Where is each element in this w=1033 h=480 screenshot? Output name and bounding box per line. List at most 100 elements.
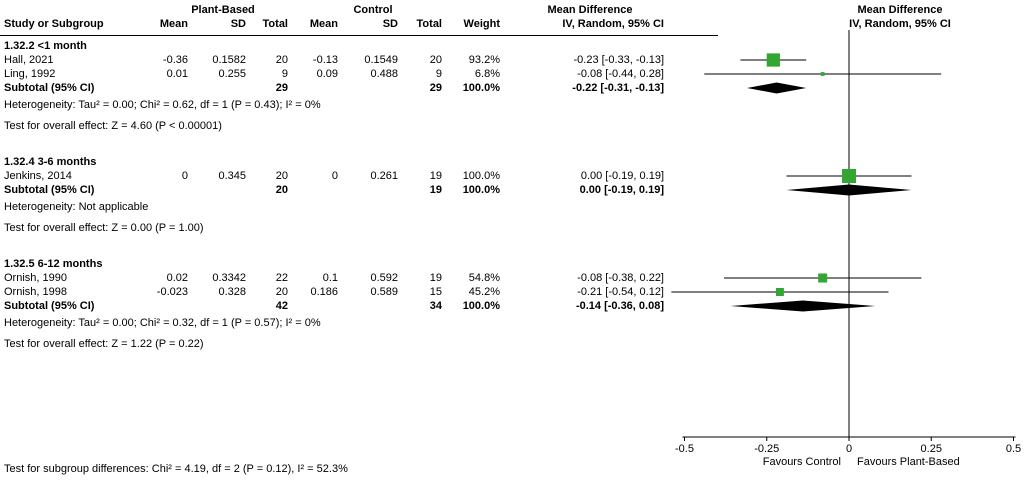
subgroup-title: 1.32.2 <1 month: [4, 40, 87, 52]
sd-control: 0.261: [370, 170, 398, 182]
study-name: Ornish, 1990: [4, 272, 67, 284]
ci-text: -0.21 [-0.54, 0.12]: [577, 286, 664, 298]
weight-value: 45.2%: [468, 286, 500, 298]
group-header-plant-based: Plant-Based: [191, 4, 255, 16]
subgroup-section: 1.32.2 <1 month Hall, 2021 -0.36 0.1582 …: [0, 39, 1033, 137]
svg-text:-0.5: -0.5: [675, 443, 694, 455]
subgroup-differences-note: Test for subgroup differences: Chi² = 4.…: [4, 463, 348, 475]
subtotal-total-control: 34: [429, 300, 442, 312]
total-plant: 20: [275, 170, 288, 182]
study-column-header: Study or Subgroup: [4, 18, 104, 30]
plot-subtitle: IV, Random, 95% CI: [849, 18, 951, 30]
mean-control: 0: [331, 170, 338, 182]
mean-plant: -0.36: [162, 54, 188, 66]
study-row: Jenkins, 2014 0 0.345 20 0 0.261 19 100.…: [0, 169, 1033, 183]
study-row: Ornish, 1990 0.02 0.3342 22 0.1 0.592 19…: [0, 271, 1033, 285]
subgroup-section: 1.32.5 6-12 months Ornish, 1990 0.02 0.3…: [0, 257, 1033, 355]
svg-text:-0.25: -0.25: [754, 443, 779, 455]
svg-text:0.25: 0.25: [921, 443, 942, 455]
study-row: Ling, 1992 0.01 0.255 9 0.09 0.488 9 6.8…: [0, 67, 1033, 81]
weight-column-header: Weight: [463, 18, 500, 30]
ci-text: -0.23 [-0.33, -0.13]: [573, 54, 665, 66]
total-plant: 9: [281, 68, 288, 80]
subtotal-weight: 100.0%: [462, 184, 500, 196]
mean-plant: 0.01: [166, 68, 188, 80]
overall-effect-note: Test for overall effect: Z = 0.00 (P = 1…: [4, 222, 204, 234]
mean-plant: 0.02: [166, 272, 188, 284]
overall-effect-note: Test for overall effect: Z = 4.60 (P < 0…: [4, 120, 222, 132]
weight-value: 6.8%: [474, 68, 500, 80]
subgroup-section: 1.32.4 3-6 months Jenkins, 2014 0 0.345 …: [0, 155, 1033, 239]
subtotal-weight: 100.0%: [462, 300, 500, 312]
subgroup-title: 1.32.4 3-6 months: [4, 156, 97, 168]
sd-plant: 0.328: [218, 286, 246, 298]
group-header-row: Plant-Based Control Mean Difference: [0, 3, 718, 17]
column-header-row: Study or Subgroup Mean SD Total Mean SD …: [0, 17, 718, 31]
mean-plant-header: Mean: [159, 18, 188, 30]
mean-plant: 0: [181, 170, 188, 182]
plot-header: Mean Difference IV, Random, 95% CI: [745, 3, 1033, 31]
subtotal-ci-text: 0.00 [-0.19, 0.19]: [579, 184, 664, 196]
subtotal-total-plant: 29: [275, 82, 288, 94]
md-column-title: Mean Difference: [547, 4, 633, 16]
subtotal-total-control: 29: [429, 82, 442, 94]
study-name: Ling, 1992: [4, 68, 56, 80]
subtotal-total-plant: 42: [275, 300, 288, 312]
sd-plant: 0.3342: [212, 272, 246, 284]
plot-title: Mean Difference: [857, 4, 943, 16]
weight-value: 100.0%: [462, 170, 500, 182]
subtotal-row: Subtotal (95% CI) 42 34 100.0% -0.14 [-0…: [0, 299, 1033, 313]
sd-control: 0.589: [370, 286, 398, 298]
weight-value: 54.8%: [468, 272, 500, 284]
sd-control: 0.1549: [364, 54, 398, 66]
heterogeneity-note: Heterogeneity: Tau² = 0.00; Chi² = 0.62,…: [4, 99, 321, 111]
mean-control: 0.186: [310, 286, 338, 298]
subtotal-ci-text: -0.14 [-0.36, 0.08]: [575, 300, 664, 312]
sd-control: 0.488: [370, 68, 398, 80]
total-plant: 22: [275, 272, 288, 284]
subtotal-label: Subtotal (95% CI): [4, 82, 95, 94]
sd-plant: 0.255: [218, 68, 246, 80]
subtotal-row: Subtotal (95% CI) 20 19 100.0% 0.00 [-0.…: [0, 183, 1033, 197]
study-row: Hall, 2021 -0.36 0.1582 20 -0.13 0.1549 …: [0, 53, 1033, 67]
sd-plant-header: SD: [230, 18, 246, 30]
svg-text:Favours Plant-Based: Favours Plant-Based: [857, 456, 960, 468]
total-plant: 20: [275, 286, 288, 298]
sd-control-header: SD: [382, 18, 398, 30]
md-method-header: IV, Random, 95% CI: [562, 18, 664, 30]
sd-plant: 0.345: [218, 170, 246, 182]
sd-plant: 0.1582: [212, 54, 246, 66]
study-name: Jenkins, 2014: [4, 170, 72, 182]
mean-control: 0.09: [316, 68, 338, 80]
total-plant-header: Total: [262, 18, 288, 30]
sd-control: 0.592: [370, 272, 398, 284]
ci-text: -0.08 [-0.38, 0.22]: [577, 272, 664, 284]
ci-text: -0.08 [-0.44, 0.28]: [577, 68, 664, 80]
subtotal-row: Subtotal (95% CI) 29 29 100.0% -0.22 [-0…: [0, 81, 1033, 95]
total-control: 19: [429, 272, 442, 284]
mean-control-header: Mean: [309, 18, 338, 30]
subtotal-weight: 100.0%: [462, 82, 500, 94]
subtotal-total-plant: 20: [275, 184, 288, 196]
weight-value: 93.2%: [468, 54, 500, 66]
mean-control: 0.1: [322, 272, 338, 284]
subtotal-label: Subtotal (95% CI): [4, 184, 95, 196]
svg-text:Favours Control: Favours Control: [763, 456, 841, 468]
subtotal-label: Subtotal (95% CI): [4, 300, 95, 312]
ci-text: 0.00 [-0.19, 0.19]: [580, 170, 664, 182]
mean-plant: -0.023: [156, 286, 188, 298]
mean-control: -0.13: [312, 54, 338, 66]
study-row: Ornish, 1998 -0.023 0.328 20 0.186 0.589…: [0, 285, 1033, 299]
svg-text:0: 0: [846, 443, 852, 455]
svg-text:0.5: 0.5: [1006, 443, 1021, 455]
subtotal-total-control: 19: [429, 184, 442, 196]
study-name: Hall, 2021: [4, 54, 54, 66]
overall-effect-note: Test for overall effect: Z = 1.22 (P = 0…: [4, 338, 204, 350]
heterogeneity-note: Heterogeneity: Not applicable: [4, 201, 149, 213]
table-header: Plant-Based Control Mean Difference Stud…: [0, 0, 718, 36]
subtotal-ci-text: -0.22 [-0.31, -0.13]: [572, 82, 664, 94]
study-name: Ornish, 1998: [4, 286, 67, 298]
group-header-control: Control: [353, 4, 393, 16]
heterogeneity-note: Heterogeneity: Tau² = 0.00; Chi² = 0.32,…: [4, 317, 321, 329]
